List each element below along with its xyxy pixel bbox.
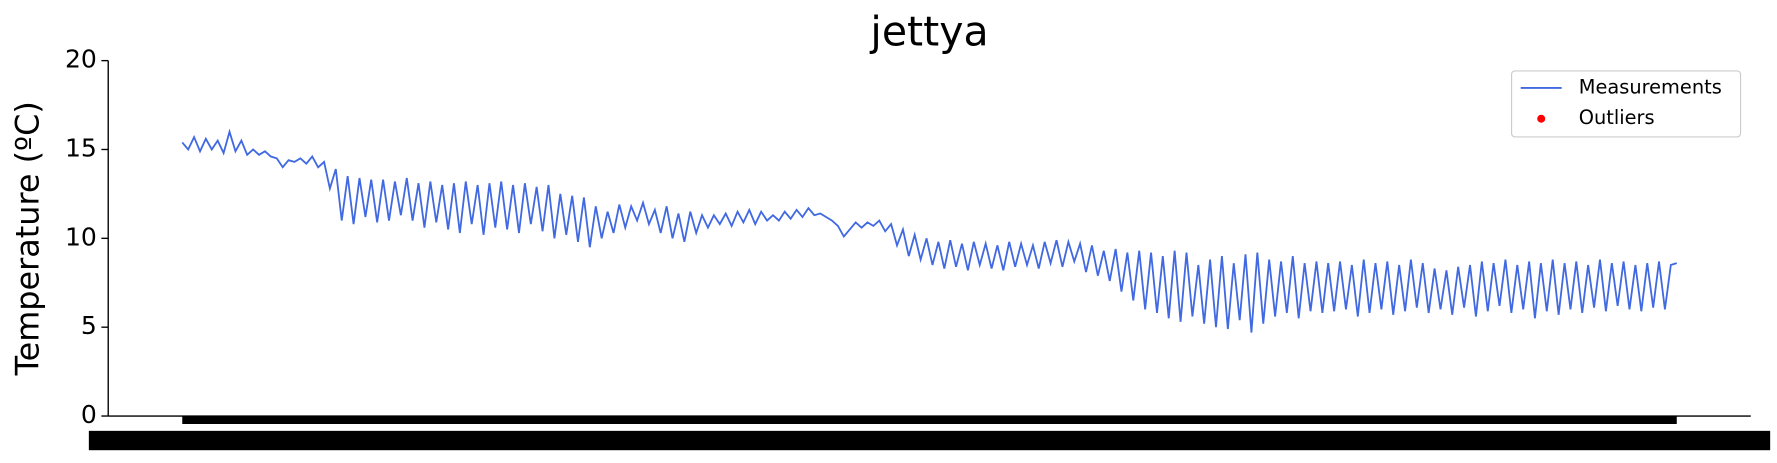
- legend-label: Measurements: [1579, 75, 1722, 98]
- x-tick-labels-overlap: [88, 430, 1771, 451]
- legend-marker: [1537, 114, 1546, 123]
- x-ticks-dense: [182, 416, 1677, 425]
- legend: [1511, 70, 1742, 138]
- data-line: [181, 128, 1678, 333]
- legend-box: [1511, 70, 1742, 138]
- y-axis-label: Temperature (ºC): [9, 101, 47, 376]
- legend-label: Outliers: [1579, 106, 1655, 129]
- y-tick-label: 10: [65, 222, 97, 251]
- y-tick-label: 0: [81, 400, 97, 429]
- chart-title: jettya: [869, 7, 988, 55]
- y-tick-label: 20: [65, 45, 97, 74]
- y-tick-label: 5: [81, 311, 97, 340]
- y-tick-label: 15: [65, 133, 97, 162]
